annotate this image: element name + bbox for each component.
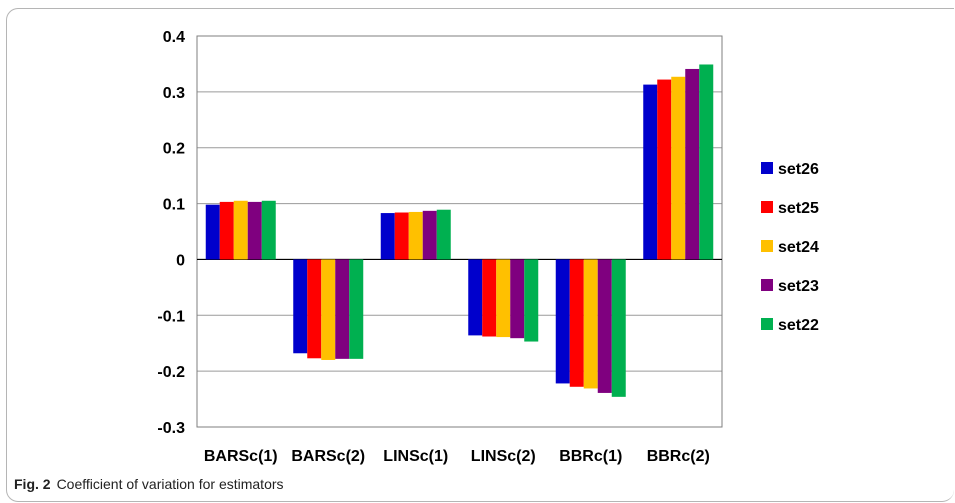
bar-set24-2 [408, 211, 423, 260]
bar-set22-4 [611, 259, 626, 397]
figure-caption-text: Coefficient of variation for estimators [56, 476, 284, 492]
legend-label-set22: set22 [778, 317, 819, 334]
y-tick-label: -0.1 [157, 308, 185, 325]
bar-set26-2 [380, 213, 395, 260]
bar-set22-3 [524, 259, 539, 342]
plot-area-border [196, 35, 723, 428]
x-tick-label: BARSc(1) [204, 448, 278, 465]
bars [205, 64, 714, 397]
x-tick-label: BARSc(2) [291, 448, 365, 465]
bar-set26-1 [293, 259, 308, 354]
y-tick-label: 0 [176, 252, 185, 269]
y-tick-label: -0.3 [157, 420, 185, 437]
bar-set23-5 [685, 68, 700, 260]
bar-set22-5 [699, 64, 714, 260]
y-axis-ticks: 0.4 0.3 0.2 0.1 0 -0.1 -0.2 -0.3 [157, 29, 185, 437]
legend-swatch-set25 [761, 201, 773, 213]
bar-set24-5 [671, 76, 686, 260]
legend: set26 set25 set24 set23 set22 [761, 161, 819, 334]
bar-set22-1 [349, 259, 364, 359]
x-axis-ticks: BARSc(1) BARSc(2) LINSc(1) LINSc(2) BBRc(1) B… [204, 448, 710, 465]
legend-label-set24: set24 [778, 239, 819, 256]
bar-set26-0 [205, 204, 220, 260]
y-tick-label: 0.1 [163, 197, 185, 214]
x-tick-label: BBRc(1) [559, 448, 622, 465]
bar-set24-0 [233, 200, 248, 260]
bar-set23-3 [510, 259, 525, 339]
legend-swatch-set24 [761, 240, 773, 252]
legend-swatch-set23 [761, 279, 773, 291]
bar-set22-0 [261, 200, 276, 260]
figure-frame [6, 8, 954, 502]
y-tick-label: -0.2 [157, 364, 185, 381]
figure-caption: Fig. 2 Coefficient of variation for estim… [14, 476, 284, 492]
bar-set23-0 [247, 201, 262, 260]
bar-set24-4 [583, 259, 598, 389]
bar-set26-3 [468, 259, 483, 336]
bar-set25-3 [482, 259, 497, 337]
bar-set26-4 [555, 259, 570, 384]
bar-set25-5 [657, 79, 672, 260]
bar-set25-2 [394, 212, 409, 260]
legend-label-set23: set23 [778, 278, 819, 295]
bar-set26-5 [643, 84, 658, 260]
bar-set23-4 [597, 259, 612, 393]
legend-label-set25: set25 [778, 200, 819, 217]
legend-swatch-set26 [761, 162, 773, 174]
figure-label: Fig. 2 [14, 476, 51, 492]
y-tick-label: 0.2 [163, 141, 185, 158]
legend-swatch-set22 [761, 318, 773, 330]
gridlines [196, 35, 723, 428]
x-tick-label: BBRc(2) [647, 448, 710, 465]
bar-set25-4 [569, 259, 584, 387]
y-tick-label: 0.4 [163, 29, 185, 46]
bar-set25-1 [307, 259, 322, 359]
x-tick-label: LINSc(2) [471, 448, 536, 465]
legend-label-set26: set26 [778, 161, 819, 178]
bar-set25-0 [219, 201, 234, 260]
bar-set24-3 [496, 259, 511, 338]
x-tick-label: LINSc(1) [383, 448, 448, 465]
y-tick-label: 0.3 [163, 85, 185, 102]
bar-set23-2 [422, 210, 437, 260]
bar-set22-2 [436, 209, 451, 260]
bar-set23-1 [335, 259, 350, 359]
bar-set24-1 [321, 259, 336, 360]
